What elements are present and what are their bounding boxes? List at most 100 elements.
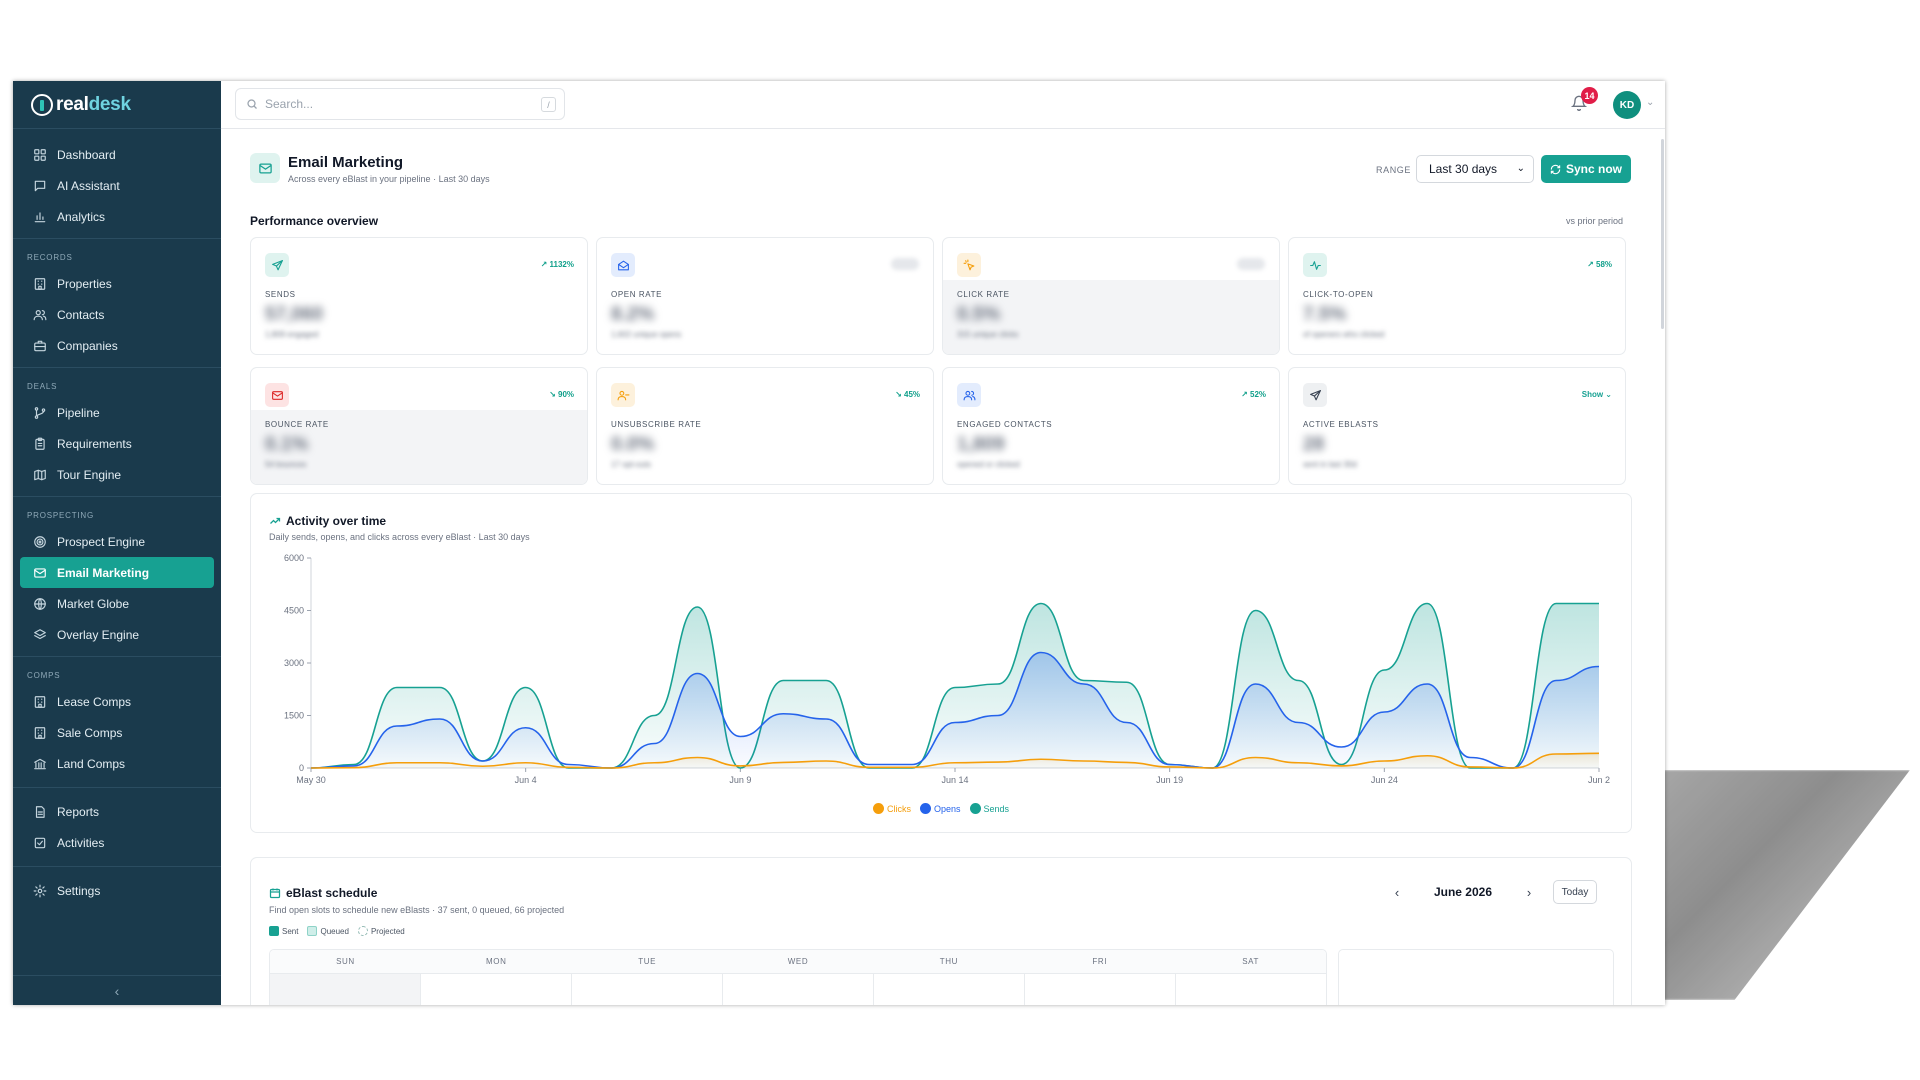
legend-projected: Projected [357,926,405,936]
kpi-card-shade [943,280,1279,354]
series-line-opens[interactable] [310,651,1600,769]
target-icon [32,534,47,549]
legend-label: Sends [983,803,1010,814]
next-month-button[interactable]: › [1526,884,1532,900]
chevron-down-icon[interactable]: ⌄ [1646,97,1655,108]
series-line-clicks[interactable] [310,752,1600,769]
kpi-note: sent in last 30d [1303,460,1357,469]
sidebar-item-requirements[interactable]: Requirements [20,428,214,459]
sidebar-item-prospect-engine[interactable]: Prospect Engine [20,526,214,557]
chat-icon [32,178,47,193]
sidebar-collapse-button[interactable]: ‹ [13,975,221,1005]
kpi-card-click-to-open[interactable]: ↗ 58% CLICK-TO-OPEN 7.5% of openers who cli… [1288,237,1626,355]
range-select[interactable]: Last 30 days ⌄ [1416,155,1534,183]
calendar-day-cell[interactable] [1025,974,1176,1005]
schedule-title: eBlast schedule [269,886,377,900]
search-input[interactable]: Search... / [235,88,565,120]
sidebar-item-label: Requirements [57,436,132,451]
sidebar-item-label: Sale Comps [57,725,123,740]
calendar-day-cell[interactable] [421,974,572,1005]
legend-item-clicks[interactable]: Clicks [872,803,911,814]
page-header: Email Marketing Across every eBlast in y… [250,153,1631,193]
schedule-side-panel [1338,949,1614,1005]
kpi-card-shade [251,410,587,484]
sidebar-item-land-comps[interactable]: Land Comps [20,748,214,779]
calendar-week-row [270,974,1326,1005]
chevron-left-icon: ‹ [114,982,120,999]
kpi-card-engaged-contacts[interactable]: ↗ 52% ENGAGED CONTACTS 1,809 opened or clic… [942,367,1280,485]
sidebar-item-label: Reports [57,804,100,819]
sidebar-item-ai-assistant[interactable]: AI Assistant [20,170,214,201]
kpi-card-sends[interactable]: ↗ 1132% SENDS 57,060 1,809 engaged [250,237,588,355]
send-outline-icon [1303,383,1327,407]
kpi-note: 1,809 engaged [265,330,319,339]
sidebar-item-label: Settings [57,883,101,898]
kpi-card-open-rate[interactable]: OPEN RATE 8.2% 1,602 unique opens [596,237,934,355]
sidebar-item-label: Lease Comps [57,694,132,709]
weekday-thu: THU [939,957,958,966]
sidebar-item-sale-comps[interactable]: Sale Comps [20,717,214,748]
y-tick-label: 0 [299,763,304,773]
sidebar-item-label: Tour Engine [57,467,122,482]
sidebar-item-companies[interactable]: Companies [20,330,214,361]
legend-item-sends[interactable]: Sends [969,803,1010,814]
calendar-day-cell[interactable] [723,974,874,1005]
kpi-show-toggle[interactable]: Show ⌄ [1581,390,1612,399]
calendar-day-cell[interactable] [572,974,723,1005]
sidebar-item-label: Contacts [57,307,105,322]
kpi-delta: ↘ 45% [895,390,920,399]
brand-logo[interactable]: realdesk [13,81,221,129]
calendar-day-cell[interactable] [270,974,421,1005]
y-tick-label: 6000 [284,553,304,563]
kpi-card-bounce-rate[interactable]: ↘ 90% BOUNCE RATE 0.1% 54 bounces [250,367,588,485]
series-line-sends[interactable] [310,602,1599,769]
kpi-value: 0.1% [265,434,309,455]
sidebar-item-properties[interactable]: Properties [20,268,214,299]
sidebar-item-contacts[interactable]: Contacts [20,299,214,330]
notifications-button[interactable] [1570,95,1588,116]
landmark-icon [32,756,47,771]
main-scrollbar[interactable] [1661,139,1664,329]
kpi-note: 1,602 unique opens [611,330,682,339]
users-icon [957,383,981,407]
prev-month-button[interactable]: ‹ [1394,884,1400,900]
performance-overview-title: Performance overview [250,214,379,228]
app-window: realdesk Dashboard AI Assistant Analytics R… [13,81,1665,1005]
schedule-legend: Sent Queued Projected [269,926,405,936]
sidebar-item-market-globe[interactable]: Market Globe [20,588,214,619]
kpi-card-active-eblasts[interactable]: Show ⌄ ACTIVE EBLASTS 28 sent in last 30d [1288,367,1626,485]
activity-chart-subtitle: Daily sends, opens, and clicks across ev… [269,532,530,542]
kpi-delta-redacted [1237,258,1265,270]
sidebar-item-pipeline[interactable]: Pipeline [20,397,214,428]
sidebar: realdesk Dashboard AI Assistant Analytics R… [13,81,221,1005]
sidebar-item-overlay-engine[interactable]: Overlay Engine [20,619,214,650]
sidebar-item-label: Properties [57,276,112,291]
sidebar-item-activities[interactable]: Activities [20,827,214,858]
kpi-delta-redacted [891,258,919,270]
sidebar-item-reports[interactable]: Reports [20,796,214,827]
sidebar-divider [13,787,221,788]
sidebar-item-tour-engine[interactable]: Tour Engine [20,459,214,490]
calendar-day-cell[interactable] [1176,974,1326,1005]
user-avatar[interactable]: KD [1613,91,1641,119]
kpi-card-click-rate[interactable]: CLICK RATE 0.5% 315 unique clicks [942,237,1280,355]
weekday-tue: TUE [638,957,657,966]
users-icon [32,307,47,322]
sidebar-item-dashboard[interactable]: Dashboard [20,139,214,170]
kpi-card-unsubscribe-rate[interactable]: ↘ 45% UNSUBSCRIBE RATE 0.0% 17 opt-outs [596,367,934,485]
today-button[interactable]: Today [1553,880,1597,904]
sidebar-item-email-marketing[interactable]: Email Marketing [20,557,214,588]
activity-icon [1303,253,1327,277]
sidebar-item-analytics[interactable]: Analytics [20,201,214,232]
layers-icon [32,627,47,642]
sidebar-item-lease-comps[interactable]: Lease Comps [20,686,214,717]
kpi-value: 7.5% [1303,304,1347,325]
kpi-delta: ↗ 52% [1241,390,1266,399]
legend-item-opens[interactable]: Opens [919,803,961,814]
sidebar-item-settings[interactable]: Settings [20,875,214,906]
sidebar-item-label: Pipeline [57,405,100,420]
schedule-calendar: SUN MON TUE WED THU FRI SAT [269,949,1327,1005]
calendar-day-cell[interactable] [874,974,1025,1005]
kpi-value: 1,809 [957,434,1005,455]
sync-now-button[interactable]: Sync now [1541,155,1631,183]
